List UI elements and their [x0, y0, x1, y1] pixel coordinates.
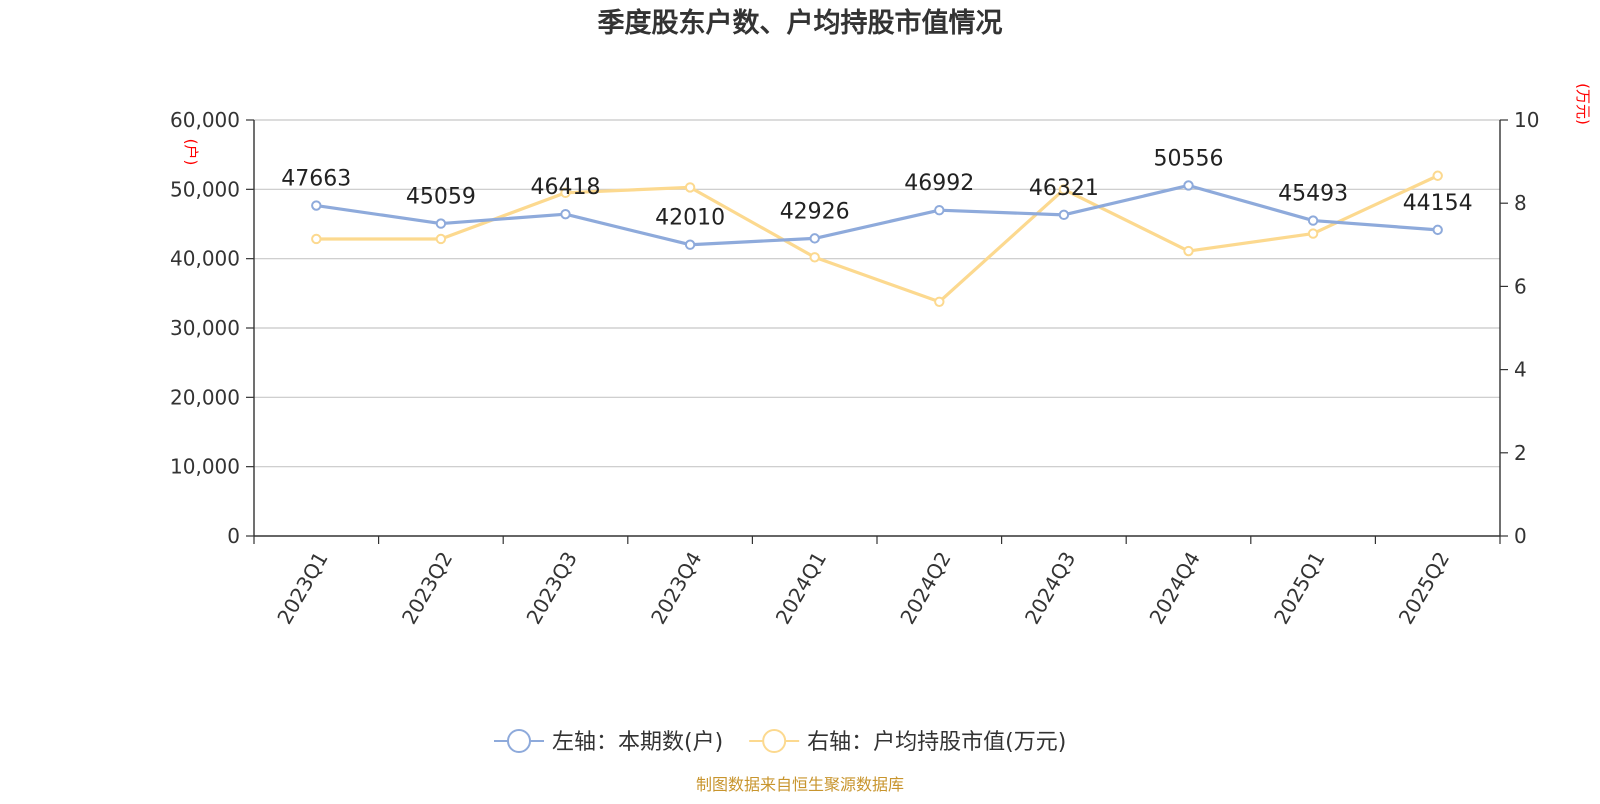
data-label: 45493 — [1278, 182, 1348, 207]
holders-point — [934, 204, 945, 216]
right-tick-label: 6 — [1514, 274, 1527, 298]
data-label: 42010 — [655, 206, 725, 231]
left-tick-label: 50,000 — [170, 177, 240, 201]
right-tick-label: 0 — [1514, 524, 1527, 548]
right-axis-unit: (万元) — [1574, 83, 1592, 125]
holders-point — [809, 233, 820, 244]
data-label: 47663 — [281, 167, 351, 192]
chart-title: 季度股东户数、户均持股市值情况 — [598, 7, 1003, 39]
holders-point — [311, 200, 322, 211]
holders-point — [1183, 180, 1194, 191]
avg-value-point — [560, 187, 571, 199]
avg-value-point — [1183, 245, 1194, 257]
gridlines — [254, 119, 1500, 468]
left-tick-label: 10,000 — [170, 455, 240, 479]
right-axis-ticks: 0 2 4 6 8 10 — [1500, 108, 1539, 548]
x-tick-label: 2023Q4 — [646, 548, 706, 629]
legend-item-avg-value[interactable]: 右轴：户均持股市值(万元) — [749, 729, 1066, 755]
holders-point — [435, 218, 447, 229]
left-tick-label: 40,000 — [170, 247, 240, 271]
avg-value-line — [314, 174, 1440, 304]
left-tick-label: 20,000 — [170, 385, 240, 409]
avg-value-point — [1432, 170, 1443, 181]
holders-line — [314, 183, 1440, 247]
right-tick-label: 10 — [1514, 108, 1539, 132]
data-label: 45059 — [406, 185, 476, 210]
data-label: 42926 — [780, 199, 850, 224]
legend-item-holders[interactable]: 左轴：本期数(户) — [494, 729, 723, 755]
x-tick-label: 2024Q2 — [895, 548, 955, 629]
holders-point — [560, 208, 571, 220]
legend-label: 左轴：本期数(户) — [552, 730, 723, 755]
legend-circle-icon — [762, 729, 787, 753]
avg-value-point — [1307, 228, 1319, 239]
x-tick-label: 2023Q1 — [272, 548, 332, 629]
x-tick-label: 2025Q1 — [1269, 548, 1329, 629]
data-label: 46418 — [531, 175, 601, 200]
holders-point — [684, 239, 696, 250]
legend[interactable]: 左轴：本期数(户) 右轴：户均持股市值(万元) — [494, 729, 1066, 755]
right-tick-label: 4 — [1514, 358, 1527, 382]
left-axis-ticks: 0 10,000 20,000 30,000 40,000 50,000 60,000 — [170, 108, 254, 548]
x-tick-label: 2023Q3 — [521, 548, 581, 629]
data-label: 50556 — [1154, 146, 1224, 171]
avg-value-point — [435, 233, 447, 245]
avg-value-point — [311, 233, 322, 245]
x-tick-label: 2025Q2 — [1394, 548, 1454, 629]
data-label: 46321 — [1029, 176, 1099, 201]
avg-value-point — [684, 182, 696, 193]
x-tick-label: 2024Q1 — [771, 548, 831, 629]
holders-point — [1058, 209, 1070, 221]
left-tick-label: 30,000 — [170, 316, 240, 340]
legend-label: 右轴：户均持股市值(万元) — [807, 730, 1066, 755]
data-label: 44154 — [1403, 191, 1473, 216]
left-axis-unit: (户) — [182, 139, 200, 166]
left-tick-label: 0 — [227, 524, 240, 548]
avg-value-point — [934, 296, 945, 307]
source-note: 制图数据来自恒生聚源数据库 — [696, 775, 904, 794]
avg-value-point — [809, 252, 820, 263]
avg-value-point — [1058, 184, 1070, 195]
data-label: 46992 — [904, 171, 974, 196]
series-group — [311, 170, 1443, 307]
x-tick-label: 2024Q4 — [1144, 548, 1204, 629]
right-tick-label: 8 — [1514, 191, 1527, 215]
x-axis-ticks: 2023Q1 2023Q2 2023Q3 2023Q4 2024Q1 2024Q2 2024… — [253, 536, 1501, 629]
x-tick-label: 2023Q2 — [397, 548, 457, 629]
x-tick-label: 2024Q3 — [1020, 548, 1080, 629]
holders-point — [1432, 224, 1443, 236]
right-tick-label: 2 — [1514, 441, 1527, 465]
left-tick-label: 60,000 — [170, 108, 240, 132]
holders-point — [1307, 215, 1319, 226]
data-labels: 47663 45059 46418 42010 42926 46992 46321 50556… — [281, 146, 1472, 230]
legend-circle-icon — [507, 729, 531, 753]
